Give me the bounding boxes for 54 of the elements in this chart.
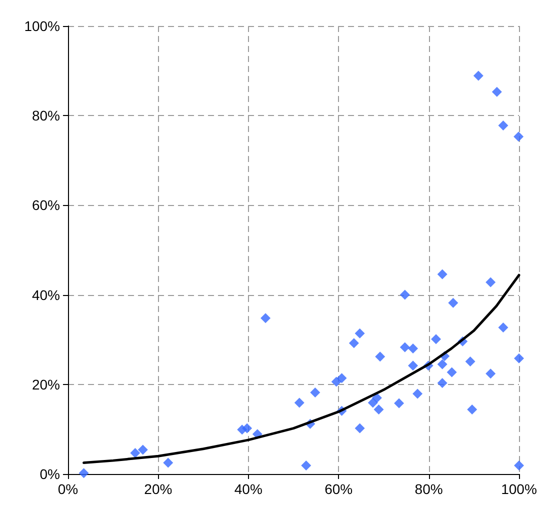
y-tick-label: 100%	[24, 18, 60, 34]
point	[163, 458, 174, 468]
x-tick-label: 20%	[144, 481, 172, 497]
y-tick-label: 80%	[32, 108, 60, 124]
point	[375, 352, 386, 362]
point	[310, 387, 320, 398]
point	[446, 367, 457, 378]
point	[348, 338, 359, 348]
point	[408, 360, 418, 371]
point	[260, 313, 271, 324]
x-tick-label: 0%	[58, 481, 78, 497]
point	[408, 344, 418, 354]
point	[437, 378, 448, 388]
point	[400, 290, 410, 300]
line-series	[82, 274, 520, 464]
point	[448, 298, 458, 308]
point	[465, 356, 476, 367]
point	[138, 444, 148, 455]
point	[412, 388, 423, 399]
x-tick-label: 80%	[414, 481, 443, 497]
x-tick-label: 100%	[501, 481, 537, 497]
point	[336, 373, 347, 384]
point	[301, 460, 312, 470]
y-tick-label: 20%	[32, 376, 60, 392]
point	[294, 398, 304, 408]
point	[437, 269, 448, 280]
point	[514, 460, 524, 470]
point	[437, 359, 448, 370]
point	[394, 398, 404, 408]
point	[354, 423, 365, 434]
point	[368, 398, 378, 408]
point	[498, 322, 508, 333]
point	[492, 86, 502, 97]
point	[486, 368, 496, 379]
point	[486, 277, 496, 288]
y-tick-label: 0%	[40, 466, 60, 482]
point	[372, 392, 382, 403]
point	[514, 132, 524, 142]
point	[400, 342, 410, 352]
x-tick-label: 40%	[234, 481, 262, 497]
point	[331, 376, 342, 387]
point	[473, 70, 484, 81]
x-tick-label: 60%	[324, 481, 353, 497]
point	[242, 423, 252, 434]
point	[498, 120, 508, 130]
point	[467, 404, 478, 414]
point	[374, 404, 384, 414]
point	[130, 448, 140, 458]
point	[431, 334, 442, 344]
y-tick-label: 60%	[32, 197, 60, 214]
point	[354, 328, 365, 338]
y-tick-label: 40%	[32, 286, 60, 303]
point	[78, 468, 89, 478]
point	[514, 353, 524, 364]
